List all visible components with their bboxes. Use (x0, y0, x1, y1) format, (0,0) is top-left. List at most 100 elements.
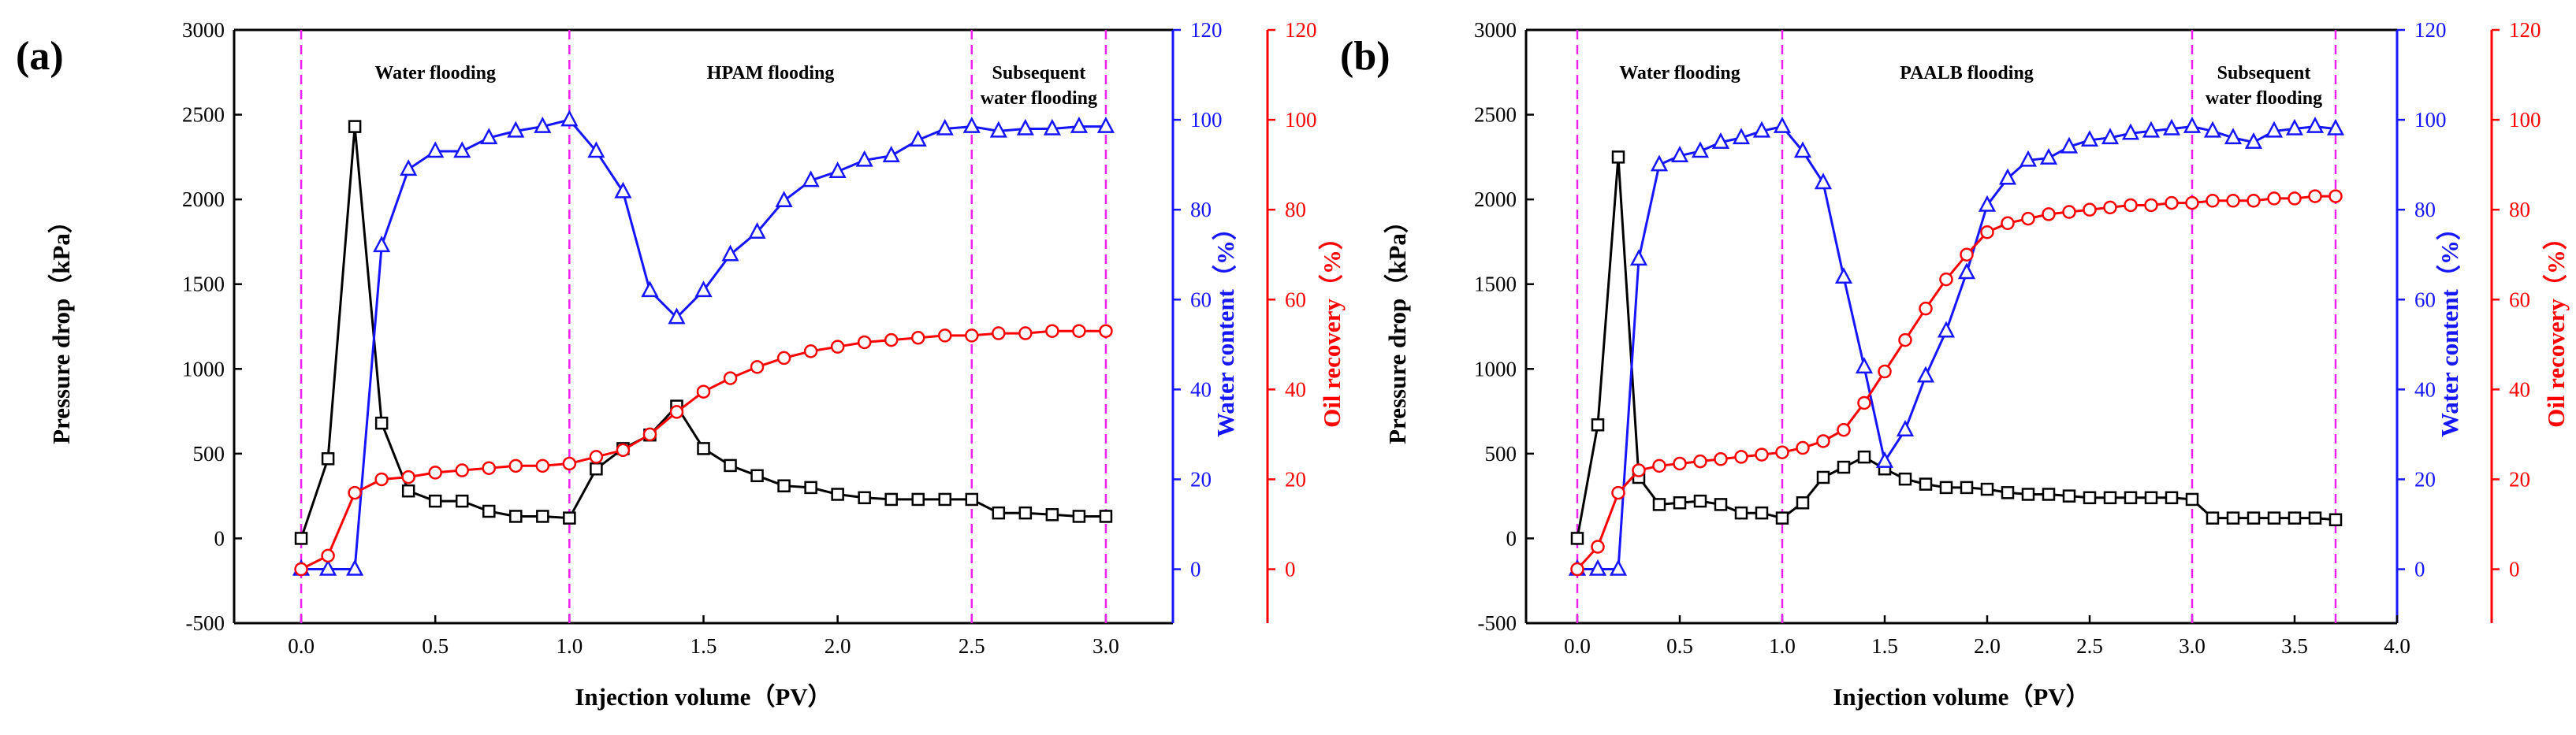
oil-recovery-point (348, 485, 362, 500)
oil-recovery-point (1018, 326, 1033, 340)
panel-a-chart: (a)0.0 0.5 1.0 1.5 2.0 2.5 3.0-500050010001500… (16, 18, 1346, 711)
pressure-drop-point (1816, 470, 1830, 484)
water-content-point (1043, 118, 1061, 135)
x-tick-label: 0.5 (422, 634, 449, 658)
pressure-drop-point (482, 504, 496, 518)
oil-recovery-point (1857, 395, 1871, 410)
pressure-drop-point (1857, 450, 1871, 464)
oil-recovery-point (1693, 454, 1707, 469)
water-content-point (346, 559, 364, 576)
y-oil-tick-label: 40 (1285, 377, 1306, 401)
oil-recovery-point (401, 470, 415, 484)
oil-recovery-point (1775, 445, 1789, 459)
y-left-axis-label: Pressure drop（kPa） (1383, 209, 1411, 444)
oil-recovery-point (2021, 211, 2035, 226)
y-left-tick-label: 1500 (1474, 273, 1517, 296)
oil-recovery-point (1714, 452, 1728, 466)
y-water-tick-label: 0 (2414, 558, 2425, 581)
x-tick-label: 0.0 (288, 634, 315, 658)
water-content-point (2326, 118, 2345, 135)
y-water-tick-label: 20 (2414, 467, 2436, 491)
water-content-point (480, 128, 498, 145)
water-content-point (1650, 154, 1669, 172)
oil-recovery-point (857, 335, 872, 350)
water-content-point (1629, 249, 1648, 266)
water-content-point (534, 116, 552, 133)
water-content-point (319, 559, 337, 576)
water-content-point (1896, 420, 1915, 436)
water-content-point (1752, 121, 1771, 138)
y-water-axis-label: Water content（%） (2436, 216, 2463, 437)
water-content-point (2265, 121, 2284, 138)
y-oil-tick-label: 120 (1285, 18, 1317, 42)
water-content-point (1834, 267, 1853, 284)
oil-recovery-point (2144, 198, 2158, 213)
x-tick-label: 3.0 (2179, 634, 2206, 658)
pressure-drop-point (1693, 494, 1707, 508)
pressure-drop-point (750, 469, 764, 483)
oil-recovery-point (1099, 324, 1113, 338)
pressure-drop-point (724, 458, 737, 473)
oil-recovery-point (776, 351, 791, 366)
x-axis-label: Injection volume（PV） (575, 683, 832, 711)
oil-recovery-point (965, 329, 979, 343)
water-content-point (1016, 118, 1034, 135)
y-oil-tick-label: 100 (1285, 108, 1317, 132)
water-content-point (2142, 121, 2161, 138)
oil-recovery-point (1878, 364, 1892, 379)
pressure-drop-point (992, 506, 1006, 520)
oil-recovery-point (1591, 540, 1605, 554)
pressure-drop-point (401, 484, 415, 498)
pressure-drop-point (374, 416, 389, 430)
y-oil-tick-label: 80 (1285, 198, 1306, 221)
y-left-tick-label: 500 (1485, 442, 1517, 466)
water-content-point (2019, 150, 2038, 167)
y-water-tick-label: 100 (2414, 108, 2447, 132)
water-content-point (668, 307, 686, 325)
x-tick-label: 2.5 (959, 634, 985, 658)
pressure-drop-point (911, 492, 925, 507)
water-content-point (2306, 116, 2325, 133)
x-tick-label: 2.0 (825, 634, 851, 658)
oil-recovery-point (2001, 216, 2015, 231)
oil-recovery-point (1796, 440, 1810, 455)
y-oil-tick-label: 0 (1285, 558, 1296, 581)
water-content-point (1609, 559, 1628, 576)
water-content-point (2039, 147, 2058, 165)
x-tick-label: 1.5 (691, 634, 717, 658)
pressure-drop-point (2165, 491, 2179, 505)
y-oil-tick-label: 40 (2509, 377, 2530, 401)
oil-recovery-point (723, 371, 738, 385)
pressure-drop-point (1775, 511, 1789, 525)
water-content-point (1978, 195, 1997, 212)
pressure-drop-point (2001, 486, 2015, 499)
oil-recovery-point (2267, 191, 2281, 206)
oil-recovery-point (1673, 456, 1687, 471)
pressure-drop-point (1018, 506, 1033, 520)
water-content-point (1096, 116, 1115, 133)
water-content-point (989, 121, 1007, 138)
series-line-water-content (301, 118, 1106, 570)
oil-recovery-point (1755, 447, 1769, 462)
oil-recovery-point (321, 548, 335, 563)
pressure-drop-point (1960, 481, 1974, 495)
water-content-point (1793, 141, 1812, 158)
water-content-point (936, 118, 954, 135)
y-oil-tick-label: 120 (2509, 18, 2541, 42)
water-content-point (507, 121, 525, 138)
pressure-drop-point (2288, 511, 2302, 525)
y-water-tick-label: 40 (1190, 377, 1212, 401)
pressure-drop-point (831, 488, 844, 501)
y-water-tick-label: 60 (1190, 288, 1212, 311)
oil-recovery-point (562, 456, 577, 471)
y-water-tick-label: 120 (2414, 18, 2447, 42)
pressure-drop-point (2267, 511, 2281, 525)
water-content-point (2224, 128, 2243, 145)
water-content-point (1732, 128, 1751, 145)
water-content-point (721, 244, 739, 262)
oil-recovery-point (884, 332, 899, 347)
y-water-tick-label: 60 (2414, 288, 2436, 311)
oil-recovery-point (1816, 434, 1830, 448)
water-content-point (426, 141, 445, 158)
